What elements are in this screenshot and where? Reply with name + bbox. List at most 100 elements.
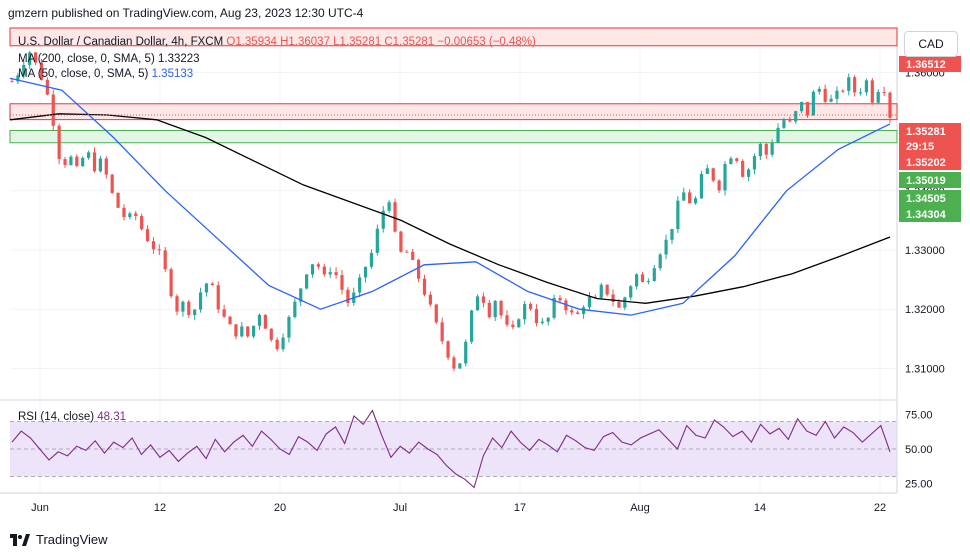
candle xyxy=(269,328,273,340)
candle xyxy=(646,280,651,282)
candle xyxy=(316,264,321,267)
candle xyxy=(481,296,486,303)
price-axis: 1.310001.320001.330001.340001.350001.360… xyxy=(899,56,961,490)
candle xyxy=(198,292,203,310)
price-badge-label: 29:15 xyxy=(906,141,934,153)
candle xyxy=(340,275,344,290)
candle xyxy=(635,274,639,287)
candle xyxy=(381,210,385,229)
candle xyxy=(363,266,368,278)
candle xyxy=(593,296,597,298)
candle xyxy=(617,301,621,308)
candle xyxy=(187,301,191,315)
candle xyxy=(664,239,668,255)
legend-rsi[interactable]: RSI (14, close) 48.31 xyxy=(18,411,126,423)
candle xyxy=(310,264,315,275)
candle xyxy=(670,228,674,240)
candle xyxy=(151,241,156,250)
candle xyxy=(399,231,403,252)
candle xyxy=(428,294,432,305)
candle xyxy=(511,324,515,328)
price-badge xyxy=(899,190,961,206)
candle xyxy=(98,158,102,172)
support-zone xyxy=(9,129,898,144)
time-tick-label: Jun xyxy=(31,502,49,514)
rsi-tick-label: 75.00 xyxy=(905,410,933,422)
candle xyxy=(63,159,67,165)
candle xyxy=(128,213,132,218)
candle xyxy=(540,321,544,324)
currency-button[interactable]: CAD xyxy=(904,31,958,57)
candle xyxy=(222,309,226,317)
price-badge xyxy=(899,138,961,154)
rsi-label: RSI (14, close) xyxy=(18,411,95,423)
candle xyxy=(864,80,869,93)
candle xyxy=(741,160,745,177)
price-badge-label: 1.35019 xyxy=(906,175,946,187)
rsi-pane xyxy=(10,409,897,489)
candle xyxy=(175,296,179,312)
candle xyxy=(387,202,391,211)
candle xyxy=(246,326,250,337)
footer: TradingView xyxy=(10,532,108,547)
candle xyxy=(688,192,692,204)
time-tick-label: Jul xyxy=(393,502,407,514)
price-tick-label: 1.33000 xyxy=(905,245,945,257)
candle xyxy=(599,284,603,298)
candle xyxy=(163,250,167,270)
candle xyxy=(322,266,326,275)
candle xyxy=(210,283,214,286)
price-badge-label: 1.34304 xyxy=(906,209,947,221)
legend-ma200[interactable]: MA (200, close, 0, SMA, 5) 1.33223 xyxy=(18,53,200,65)
candle xyxy=(204,283,209,293)
price-badge-label: 1.35281 xyxy=(906,126,946,138)
candle xyxy=(882,92,886,94)
candle xyxy=(629,286,633,298)
candle xyxy=(841,90,845,92)
candle xyxy=(193,309,197,315)
candle xyxy=(228,316,232,325)
candle xyxy=(10,81,14,83)
candle xyxy=(416,259,421,279)
candle xyxy=(251,325,256,337)
rsi-tick-label: 50.00 xyxy=(905,444,933,456)
candle xyxy=(464,341,468,364)
candle xyxy=(581,307,586,314)
candle xyxy=(552,297,556,318)
candle xyxy=(576,312,580,314)
candle xyxy=(375,228,379,253)
price-badge-label: 1.36512 xyxy=(906,59,946,71)
candle xyxy=(729,158,733,165)
candle xyxy=(523,303,527,320)
candle xyxy=(440,322,444,342)
candle xyxy=(334,272,338,276)
legend-ma50[interactable]: MA (50, close, 0, SMA, 5) 1.35133 xyxy=(18,68,193,80)
symbol-label: U.S. Dollar / Canadian Dollar, 4h, FXCM xyxy=(18,36,224,48)
candle xyxy=(240,326,244,337)
candle xyxy=(528,303,533,310)
candle xyxy=(287,316,291,338)
candle xyxy=(735,158,739,161)
candle xyxy=(358,277,362,293)
candle xyxy=(475,296,480,311)
price-badge-label: 1.35202 xyxy=(906,157,946,169)
candle xyxy=(558,297,562,301)
candle xyxy=(87,152,91,158)
candle xyxy=(570,310,574,313)
candle xyxy=(33,52,38,63)
candle xyxy=(876,92,880,103)
candle xyxy=(157,249,161,251)
candle xyxy=(829,98,833,102)
price-zones xyxy=(9,27,898,144)
candle xyxy=(811,91,815,116)
candle xyxy=(823,88,827,102)
candle xyxy=(888,92,892,118)
candle xyxy=(517,319,521,328)
ma200-value: 1.33223 xyxy=(157,53,200,65)
candle xyxy=(758,143,762,157)
candle xyxy=(145,229,150,242)
candle xyxy=(422,278,427,295)
resistance-zone xyxy=(9,27,898,47)
candle xyxy=(69,156,73,165)
